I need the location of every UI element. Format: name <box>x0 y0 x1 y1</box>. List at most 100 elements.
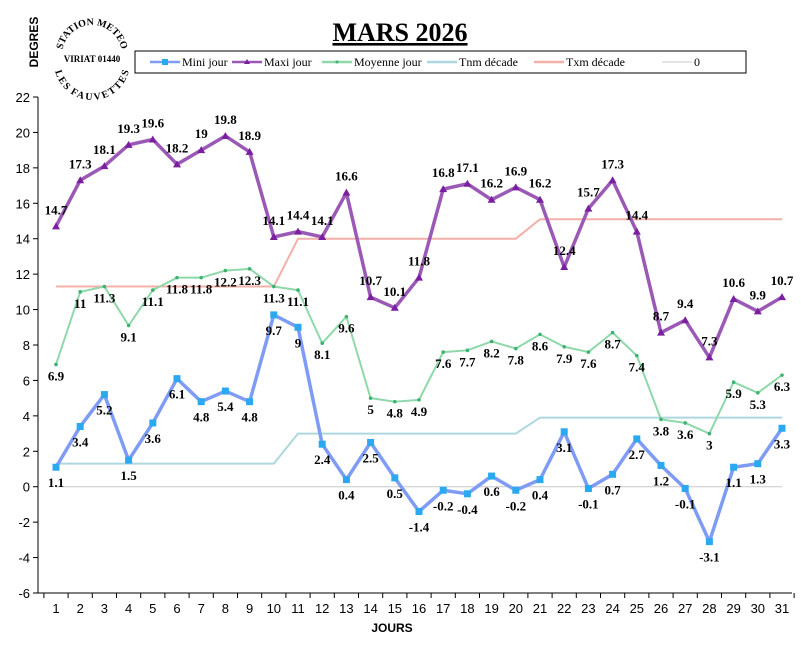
legend: Mini jour Maxi jour Moyenne jour Tnm décade… <box>150 55 700 69</box>
station-logo: STATION METEO VIRIAT 01440 LES FAUVETTES <box>52 17 132 103</box>
x-tick-label: 29 <box>726 601 740 616</box>
mini-point <box>439 486 447 494</box>
data-label: 8.1 <box>314 347 330 362</box>
moyenne-point <box>780 373 784 377</box>
moyenne-point <box>538 332 542 337</box>
moyenne-point <box>731 380 736 385</box>
maxi-point <box>657 328 665 336</box>
legend-label: Maxi jour <box>264 55 312 69</box>
moyenne-point <box>126 323 131 328</box>
moyenne-point <box>102 284 107 289</box>
y-tick-label: 0 <box>23 480 30 495</box>
data-label: 3.6 <box>145 431 162 446</box>
maxi-point <box>390 303 399 311</box>
legend-label: Tnm décade <box>459 55 518 69</box>
mini-point <box>125 456 133 464</box>
x-tick-label: 31 <box>775 601 789 616</box>
x-tick-label: 14 <box>363 601 377 616</box>
data-label: 14.4 <box>287 208 310 223</box>
data-label: 0.6 <box>483 484 500 499</box>
chart-title: MARS 2026 <box>332 18 467 47</box>
series-mini-jour <box>54 313 784 544</box>
data-label: 9.7 <box>266 323 283 338</box>
data-label: 9.9 <box>750 287 767 302</box>
moyenne-point <box>635 353 639 358</box>
data-label: 18.2 <box>166 140 189 155</box>
data-label: 6.9 <box>48 368 65 383</box>
data-label: 4.8 <box>387 406 404 421</box>
moyenne-point <box>199 275 203 280</box>
x-tick-label: 19 <box>484 601 498 616</box>
data-label: -1.4 <box>409 520 430 535</box>
moyenne-point <box>659 417 663 422</box>
data-label: 11.1 <box>287 294 309 309</box>
maxi-point <box>632 227 641 235</box>
data-label: 3.8 <box>653 423 670 438</box>
moyenne-point <box>610 330 615 335</box>
logo-text-middle: VIRIAT 01440 <box>64 54 121 64</box>
data-label: 16.2 <box>529 176 552 191</box>
data-label: 11.3 <box>263 291 286 306</box>
data-label: 1.5 <box>120 468 137 483</box>
data-label: 9.4 <box>677 296 694 311</box>
data-label: 0.4 <box>338 488 355 503</box>
maxi-point <box>124 140 133 148</box>
maxi-point <box>318 232 327 240</box>
data-label: 4.9 <box>411 404 428 419</box>
data-label: 7.6 <box>580 356 597 371</box>
mini-point <box>342 476 350 484</box>
x-tick-label: 10 <box>267 601 281 616</box>
moyenne-point <box>417 398 421 402</box>
maxi-point <box>608 176 617 184</box>
moyenne-point <box>54 362 58 367</box>
mini-point <box>488 472 496 480</box>
mini-point <box>609 470 617 478</box>
mini-point <box>512 486 520 494</box>
mini-point <box>246 398 254 406</box>
maxi-point <box>536 195 544 203</box>
mini-point <box>221 387 229 395</box>
maxi-point <box>753 307 762 315</box>
moyenne-point <box>296 288 300 292</box>
y-tick-label: 10 <box>16 303 30 318</box>
mini-point <box>100 391 108 399</box>
moyenne-point <box>562 344 566 349</box>
mini-point <box>367 438 375 446</box>
maxi-point <box>778 293 786 301</box>
mini-point <box>778 424 786 432</box>
legend-marker <box>162 59 168 65</box>
data-label: 11.3 <box>93 291 116 306</box>
mini-point <box>560 428 568 436</box>
moyenne-point <box>683 421 687 425</box>
data-label: 15.7 <box>577 185 600 200</box>
mini-point <box>318 440 326 448</box>
mini-point <box>391 474 399 482</box>
x-tick-label: 23 <box>581 601 595 616</box>
mini-point <box>197 398 205 406</box>
mini-point <box>536 476 544 484</box>
data-label: 0.4 <box>532 488 549 503</box>
data-label: 11.8 <box>408 254 431 269</box>
data-label: 1.2 <box>653 473 669 488</box>
mini-point <box>173 375 181 383</box>
data-label: 5.9 <box>725 386 742 401</box>
data-label: 16.6 <box>335 169 358 184</box>
x-tick-label: 30 <box>751 601 765 616</box>
data-label: 3.3 <box>774 436 791 451</box>
data-label: 11.8 <box>190 282 213 297</box>
y-tick-label: 8 <box>23 338 30 353</box>
mini-point <box>705 538 713 546</box>
x-tick-label: 9 <box>246 601 253 616</box>
data-label: 14.1 <box>311 213 334 228</box>
maxi-point <box>148 135 157 143</box>
data-label: -0.4 <box>457 502 478 517</box>
data-label: 14.1 <box>262 213 285 228</box>
maxi-point <box>197 146 206 154</box>
maxi-point <box>366 293 375 301</box>
data-label: 10.1 <box>383 284 406 299</box>
moyenne-point <box>175 275 179 280</box>
x-tick-label: 3 <box>101 601 108 616</box>
x-axis-label: JOURS <box>371 621 412 635</box>
data-label: -0.2 <box>433 498 454 513</box>
